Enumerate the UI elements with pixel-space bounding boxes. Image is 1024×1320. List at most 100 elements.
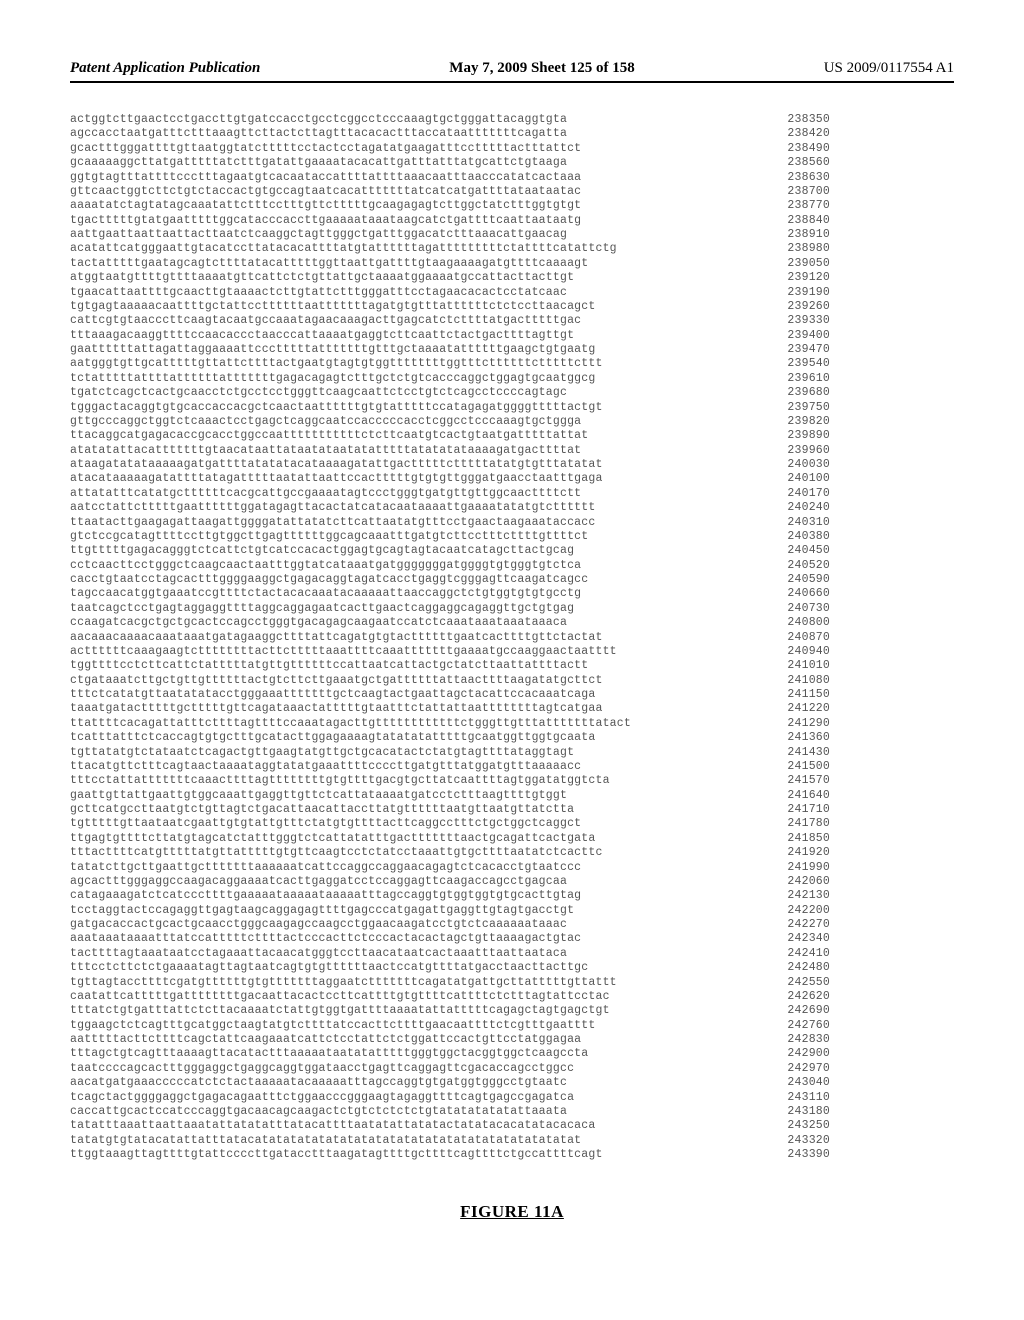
sequence-text: atacataaaaagatattttatagatttttaatattaattc… bbox=[70, 472, 750, 486]
sequence-row: ttgtttttgagacagggtctcattctgtcatccacactgg… bbox=[70, 544, 954, 558]
sequence-position: 241920 bbox=[750, 846, 830, 860]
sequence-position: 240800 bbox=[750, 616, 830, 630]
sequence-position: 242060 bbox=[750, 875, 830, 889]
sequence-text: catagaaagatctcatcccttttgaaaaataaaaataaaa… bbox=[70, 889, 750, 903]
sequence-position: 240450 bbox=[750, 544, 830, 558]
sequence-text: ttgtttttgagacagggtctcattctgtcatccacactgg… bbox=[70, 544, 750, 558]
sequence-text: tagccaacatggtgaaatccgttttctactacacaaatac… bbox=[70, 587, 750, 601]
sequence-position: 240870 bbox=[750, 631, 830, 645]
sequence-position: 241640 bbox=[750, 789, 830, 803]
sequence-text: gttgcccaggctggtctcaaactcctgagctcaggcaatc… bbox=[70, 415, 750, 429]
sequence-row: tgactttttgtatgaatttttggcatacccaccttgaaaa… bbox=[70, 214, 954, 228]
sequence-text: caatattcatttttgattttttttgacaattacactcctt… bbox=[70, 990, 750, 1004]
sequence-row: taatccccagcactttgggaggctgaggcaggtggataac… bbox=[70, 1062, 954, 1076]
sequence-position: 239610 bbox=[750, 372, 830, 386]
sequence-row: tttatctgtgatttattctcttacaaaatctattgtggtg… bbox=[70, 1004, 954, 1018]
sequence-text: acttttttcaaagaagtcttttttttacttctttttaaat… bbox=[70, 645, 750, 659]
sequence-text: tggttttcctcttcattctatttttatgttgttttttcca… bbox=[70, 659, 750, 673]
sequence-text: gcaaaaaggcttatgatttttatctttgatattgaaaata… bbox=[70, 156, 750, 170]
sequence-row: tcatttatttctcaccagtgtgctttgcatacttggagaa… bbox=[70, 731, 954, 745]
sequence-position: 238490 bbox=[750, 142, 830, 156]
sequence-position: 239190 bbox=[750, 286, 830, 300]
sequence-text: tcagctactggggaggctgagacagaatttctggaacccg… bbox=[70, 1091, 750, 1105]
sequence-text: tcatttatttctcaccagtgtgctttgcatacttggagaa… bbox=[70, 731, 750, 745]
sequence-text: tggaagctctcagtttgcatggctaagtatgtcttttatc… bbox=[70, 1019, 750, 1033]
sequence-text: tttcctcttctctgaaaatagttagtaatcagtgtgtttt… bbox=[70, 961, 750, 975]
sequence-position: 241780 bbox=[750, 817, 830, 831]
sequence-position: 240170 bbox=[750, 487, 830, 501]
sequence-row: taaatgatactttttgctttttgttcagataaactatttt… bbox=[70, 702, 954, 716]
sequence-text: aaataaataaaatttatccatttttcttttactcccactt… bbox=[70, 932, 750, 946]
sequence-text: gaattttttattagattaggaaaattccctttttattttt… bbox=[70, 343, 750, 357]
sequence-row: tttcctcttctctgaaaatagttagtaatcagtgtgtttt… bbox=[70, 961, 954, 975]
sequence-row: tgtgagtaaaaacaattttgctattccttttttaattttt… bbox=[70, 300, 954, 314]
sequence-row: tttctcatatgttaatatatacctgggaaatttttttgct… bbox=[70, 688, 954, 702]
sequence-row: ttgagtgttttcttatgtagcatctatttgggtctcatta… bbox=[70, 832, 954, 846]
sequence-position: 241080 bbox=[750, 674, 830, 688]
sequence-row: atatatattacatttttttgtaacataattataatataat… bbox=[70, 444, 954, 458]
sequence-position: 239050 bbox=[750, 257, 830, 271]
sequence-text: ttattttcacagattatttcttttagttttccaaatagac… bbox=[70, 717, 750, 731]
sequence-row: tggttttcctcttcattctatttttatgttgttttttcca… bbox=[70, 659, 954, 673]
sequence-position: 238560 bbox=[750, 156, 830, 170]
sequence-row: tatatcttgcttgaattgctttttttaaaaaatcattcca… bbox=[70, 861, 954, 875]
sequence-row: gcttcatgccttaatgtctgttagtctgacattaacatta… bbox=[70, 803, 954, 817]
sequence-row: aattgaattaattaattacttaatctcaaggctagttggg… bbox=[70, 228, 954, 242]
sequence-text: tgatctcagctcactgcaacctctgcctcctgggttcaag… bbox=[70, 386, 750, 400]
sequence-position: 239680 bbox=[750, 386, 830, 400]
sequence-position: 242760 bbox=[750, 1019, 830, 1033]
sequence-position: 242620 bbox=[750, 990, 830, 1004]
sequence-position: 241360 bbox=[750, 731, 830, 745]
sequence-text: atatatattacatttttttgtaacataattataatataat… bbox=[70, 444, 750, 458]
sequence-row: cattcgtgtaacccttcaagtacaatgccaaatagaacaa… bbox=[70, 314, 954, 328]
sequence-text: aaaatatctagtatagcaaatattctttcctttgttcttt… bbox=[70, 199, 750, 213]
sequence-position: 242900 bbox=[750, 1047, 830, 1061]
sequence-position: 243320 bbox=[750, 1134, 830, 1148]
sequence-row: tgaacattaattttgcaacttgtaaaactcttgtattctt… bbox=[70, 286, 954, 300]
sequence-position: 242130 bbox=[750, 889, 830, 903]
sequence-row: attatatttcatatgcttttttcacgcattgccgaaaata… bbox=[70, 487, 954, 501]
sequence-text: tttctcatatgttaatatatacctgggaaatttttttgct… bbox=[70, 688, 750, 702]
sequence-row: tttcctattatttttttcaaacttttagttttttttgtgt… bbox=[70, 774, 954, 788]
sequence-row: atggtaatgttttgttttaaaatgttcattctctgttatt… bbox=[70, 271, 954, 285]
sequence-row: gaattgttattgaattgtggcaaattgaggttgttctcat… bbox=[70, 789, 954, 803]
sequence-text: ttacaggcatgagacaccgcacctggccaatttttttttt… bbox=[70, 429, 750, 443]
sequence-text: atggtaatgttttgttttaaaatgttcattctctgttatt… bbox=[70, 271, 750, 285]
sequence-position: 238980 bbox=[750, 242, 830, 256]
sequence-row: taatcagctcctgagtaggaggttttaggcaggagaatca… bbox=[70, 602, 954, 616]
sequence-text: gaattgttattgaattgtggcaaattgaggttgttctcat… bbox=[70, 789, 750, 803]
sequence-text: aatttttacttcttttcagctattcaagaaatcattctcc… bbox=[70, 1033, 750, 1047]
sequence-position: 239750 bbox=[750, 401, 830, 415]
sequence-row: aaaatatctagtatagcaaatattctttcctttgttcttt… bbox=[70, 199, 954, 213]
sequence-position: 238770 bbox=[750, 199, 830, 213]
sequence-text: ccaagatcacgctgctgcactccagcctgggtgacagagc… bbox=[70, 616, 750, 630]
sequence-text: tttaaagacaaggttttccaacaccctaacccattaaaat… bbox=[70, 329, 750, 343]
sequence-position: 239540 bbox=[750, 357, 830, 371]
sequence-text: tgaacattaattttgcaacttgtaaaactcttgtattctt… bbox=[70, 286, 750, 300]
sequence-text: tgttatatgtctataatctcagactgttgaagtatgttgc… bbox=[70, 746, 750, 760]
sequence-position: 241010 bbox=[750, 659, 830, 673]
sequence-row: aaataaataaaatttatccatttttcttttactcccactt… bbox=[70, 932, 954, 946]
sequence-position: 240100 bbox=[750, 472, 830, 486]
sequence-row: ccaagatcacgctgctgcactccagcctgggtgacagagc… bbox=[70, 616, 954, 630]
sequence-text: gcactttgggattttgttaatggtatctttttcctactcc… bbox=[70, 142, 750, 156]
sequence-text: tctatttttattttattttttatttttttgagacagagtc… bbox=[70, 372, 750, 386]
sequence-position: 242200 bbox=[750, 904, 830, 918]
sequence-position: 241430 bbox=[750, 746, 830, 760]
sequence-text: gttcaactggtcttctgtctaccactgtgccagtaatcac… bbox=[70, 185, 750, 199]
sequence-position: 241220 bbox=[750, 702, 830, 716]
sequence-row: ggtgtagtttattttccctttagaatgtcacaataccatt… bbox=[70, 171, 954, 185]
sequence-text: acatattcatgggaattgtacatccttatacacattttat… bbox=[70, 242, 750, 256]
sequence-listing: actggtcttgaactcctgaccttgtgatccacctgcctcg… bbox=[70, 113, 954, 1162]
sequence-row: aatttttacttcttttcagctattcaagaaatcattctcc… bbox=[70, 1033, 954, 1047]
sequence-row: tgttatatgtctataatctcagactgttgaagtatgttgc… bbox=[70, 746, 954, 760]
sequence-row: atacataaaaagatattttatagatttttaatattaattc… bbox=[70, 472, 954, 486]
sequence-row: tttagctgtcagtttaaaagttacatactttaaaaataat… bbox=[70, 1047, 954, 1061]
sequence-position: 242970 bbox=[750, 1062, 830, 1076]
sequence-position: 243110 bbox=[750, 1091, 830, 1105]
sequence-text: attatatttcatatgcttttttcacgcattgccgaaaata… bbox=[70, 487, 750, 501]
sequence-position: 238630 bbox=[750, 171, 830, 185]
sequence-row: caatattcatttttgattttttttgacaattacactcctt… bbox=[70, 990, 954, 1004]
sequence-position: 241850 bbox=[750, 832, 830, 846]
sequence-position: 239890 bbox=[750, 429, 830, 443]
